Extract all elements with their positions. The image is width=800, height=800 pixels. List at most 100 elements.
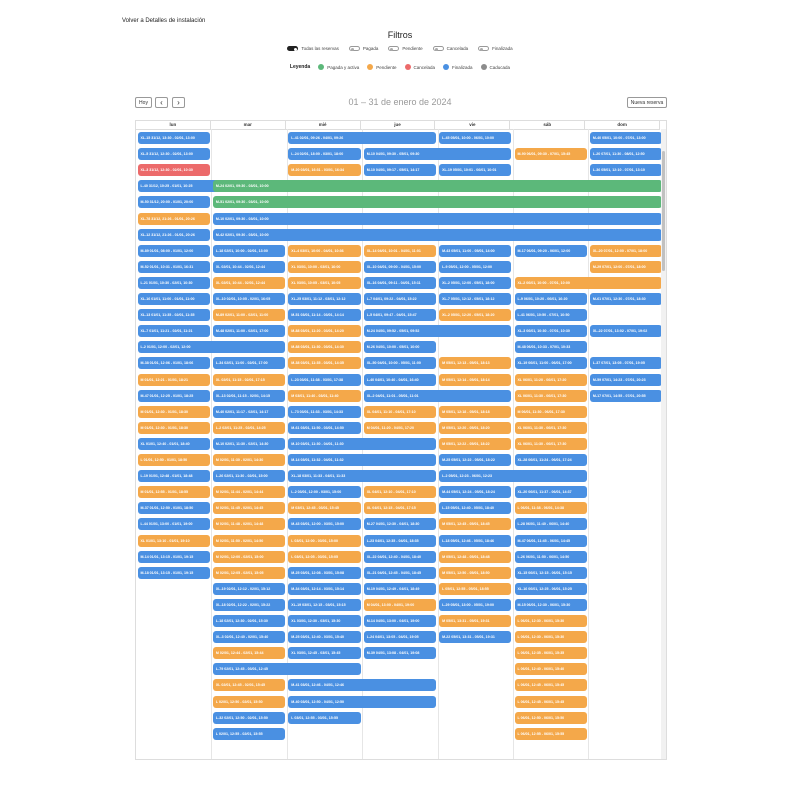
booking-event[interactable]: XL-16 04/01, 09:11 - 04/01, 15:11 — [363, 276, 437, 289]
booking-event[interactable]: M 05/01, 12:48 - 05/01, 18:48 — [439, 550, 512, 563]
booking-event[interactable]: XL 04/01, 12:15 - 04/01, 17:15 — [363, 502, 437, 515]
booking-event[interactable]: XL-78 31/12, 21:26 - 01/01, 20:26 — [137, 212, 210, 225]
booking-event[interactable]: L 02/01, 12:55 - 02/01, 15:55 — [212, 727, 286, 740]
toggle-switch-icon[interactable] — [388, 46, 400, 51]
booking-event[interactable]: L 03/01, 12:05 - 03/01, 15:05 — [288, 550, 361, 563]
booking-event[interactable]: L 06/01, 12:45 - 06/01, 15:45 — [514, 679, 587, 692]
booking-event[interactable]: M-50 31/12, 20:00 - 01/01, 20:00 — [137, 196, 210, 209]
toggle-switch-icon[interactable] — [348, 46, 360, 51]
booking-event[interactable]: XL 06/01, 11:30 - 06/01, 17:30 — [514, 437, 587, 450]
booking-event[interactable]: M-26 04/01, 10:00 - 05/01, 10:00 — [363, 341, 437, 354]
booking-event[interactable]: M-24 04/01, 09:52 - 05/01, 09:52 — [363, 325, 512, 338]
booking-event[interactable]: XL-18 03/01, 11:33 - 04/01, 11:33 — [288, 470, 437, 483]
booking-event[interactable]: M 03/01, 11:40 - 03/01, 11:40 — [288, 389, 361, 402]
booking-event[interactable]: M-61 07/01, 12:30 - 07/01, 18:30 — [589, 293, 663, 305]
booking-event[interactable]: L-32 02/01, 12:50 - 02/01, 15:50 — [212, 711, 286, 724]
booking-event[interactable]: L 06/01, 12:40 - 06/01, 15:40 — [514, 663, 587, 676]
booking-event[interactable]: M-39 04/01, 13:08 - 04/01, 19:08 — [363, 647, 437, 660]
booking-event[interactable]: L 02/01, 12:50 - 02/01, 15:50 — [212, 695, 286, 708]
booking-event[interactable]: XL 03/01, 10:05 - 03/01, 10:05 — [288, 276, 361, 289]
booking-event[interactable]: M-18 01/01, 13:15 - 01/01, 19:15 — [137, 566, 210, 579]
booking-event[interactable]: L-18 05/01, 12:46 - 05/01, 18:46 — [439, 534, 512, 547]
booking-event[interactable]: XL 01/01, 13:10 - 01/01, 19:10 — [137, 534, 210, 547]
booking-event[interactable]: XL-18 02/01, 12:22 - 02/01, 15:22 — [212, 598, 286, 611]
booking-event[interactable]: M-90 06/01, 09:30 - 07/01, 15:45 — [514, 148, 587, 161]
booking-event[interactable]: XL-19 02/01, 12:12 - 02/01, 15:12 — [212, 582, 286, 595]
booking-event[interactable]: XL-19 03/01, 12:15 - 03/01, 15:15 — [288, 598, 361, 611]
booking-event[interactable]: L-34 02/01, 11:00 - 02/01, 17:00 — [212, 357, 286, 370]
booking-event[interactable]: M-19 04/01, 12:49 - 04/01, 18:49 — [363, 582, 437, 595]
booking-event[interactable]: M-40 03/01, 12:50 - 04/01, 12:50 — [288, 695, 437, 708]
booking-event[interactable]: M-25 03/01, 12:08 - 03/01, 15:08 — [288, 566, 361, 579]
toggle-switch-icon[interactable] — [478, 46, 490, 51]
booking-event[interactable]: M 04/01, 11:20 - 04/01, 17:20 — [363, 421, 437, 434]
booking-event[interactable]: L-45 05/01, 10:00 - 06/01, 10:00 — [439, 132, 512, 144]
booking-event[interactable]: L 03/01, 12:00 - 03/01, 15:00 — [288, 534, 361, 547]
booking-event[interactable]: XL-15 31/12, 13:30 - 02/01, 13:00 — [137, 132, 210, 144]
booking-event[interactable]: M 01/01, 12:30 - 01/01, 18:30 — [137, 405, 210, 418]
booking-event[interactable]: XL-2 06/01, 10:00 - 07/01, 10:00 — [514, 276, 663, 289]
booking-event[interactable]: XL-3 06/01, 10:30 - 07/01, 10:30 — [514, 325, 587, 338]
booking-event[interactable]: L 06/01, 12:35 - 06/01, 15:35 — [514, 647, 587, 660]
booking-event[interactable]: XL-2 04/01, 11:01 - 05/01, 11:01 — [363, 389, 512, 402]
booking-event[interactable]: XL-2 05/01, 12:00 - 05/01, 18:00 — [439, 276, 512, 289]
booking-event[interactable]: M-48 06/01, 10:33 - 07/01, 10:33 — [514, 341, 587, 354]
booking-event[interactable]: L-24 04/01, 13:05 - 04/01, 19:05 — [363, 631, 437, 644]
booking-event[interactable]: XL-28 06/01, 11:24 - 06/01, 17:24 — [514, 454, 587, 466]
booking-event[interactable]: M-88 03/01, 11:20 - 03/01, 14:20 — [288, 325, 361, 338]
booking-event[interactable]: M 02/01, 11:50 - 02/01, 14:50 — [212, 534, 286, 547]
booking-event[interactable]: L-7 04/01, 09:22 - 04/01, 15:22 — [363, 293, 437, 305]
filter-cancelada[interactable]: Cancelada — [432, 46, 468, 51]
booking-event[interactable]: M-42 02/01, 09:30 - 03/01, 10:00 — [212, 228, 663, 241]
booking-event[interactable]: M 05/01, 12:22 - 05/01, 18:22 — [439, 437, 512, 450]
booking-event[interactable]: L-9 06/01, 10:20 - 06/01, 16:20 — [514, 293, 587, 305]
booking-event[interactable]: L-28 06/01, 11:40 - 06/01, 14:40 — [514, 518, 587, 531]
booking-event[interactable]: M-59 07/01, 14:23 - 07/01, 20:23 — [589, 373, 663, 386]
booking-event[interactable]: L 06/01, 12:30 - 06/01, 15:30 — [514, 631, 587, 644]
booking-event[interactable]: XL-22 04/01, 12:40 - 04/01, 18:40 — [363, 550, 437, 563]
booking-event[interactable]: M 02/01, 11:45 - 02/01, 14:45 — [212, 502, 286, 515]
booking-event[interactable]: M 05/01, 12:18 - 05/01, 18:18 — [439, 405, 512, 418]
booking-event[interactable]: M-14 03/01, 11:32 - 04/01, 11:32 — [288, 454, 437, 466]
booking-event[interactable]: XL-13 02/01, 11:15 - 02/01, 14:15 — [212, 389, 286, 402]
booking-event[interactable]: M-40 05/01, 10:00 - 07/01, 13:00 — [589, 132, 663, 144]
booking-event[interactable]: L-36 05/01, 12:10 - 07/01, 13:10 — [589, 164, 663, 177]
booking-event[interactable]: XL-2 05/01, 12:20 - 05/01, 18:20 — [439, 309, 512, 322]
filter-pendiente[interactable]: Pendiente — [388, 46, 423, 51]
booking-event[interactable]: XL-20 06/01, 11:37 - 06/01, 14:37 — [514, 486, 587, 499]
booking-event[interactable]: XL-12 31/12, 21:26 - 01/01, 20:26 — [137, 228, 210, 241]
scrollbar[interactable] — [661, 129, 666, 759]
booking-event[interactable]: XL 02/01, 11:15 - 02/01, 17:15 — [212, 373, 286, 386]
booking-event[interactable]: XL-10 04/01, 09:00 - 04/01, 15:00 — [363, 260, 437, 273]
booking-event[interactable]: M 01/01, 12:21 - 01/01, 18:21 — [137, 373, 210, 386]
booking-event[interactable]: XL 02/01, 12:45 - 02/01, 15:45 — [212, 679, 286, 692]
booking-event[interactable]: M-38 01/01, 12:06 - 01/01, 18:06 — [137, 357, 210, 370]
booking-event[interactable]: XL-7 01/01, 11:21 - 02/01, 11:21 — [137, 325, 210, 338]
booking-event[interactable]: XL-19 05/01, 10:01 - 06/01, 10:01 — [439, 164, 512, 177]
booking-event[interactable]: M 02/01, 11:30 - 02/01, 14:30 — [212, 454, 286, 466]
booking-event[interactable]: XL 06/01, 11:20 - 06/01, 17:20 — [514, 373, 587, 386]
booking-event[interactable]: M-38 03/01, 11:35 - 03/01, 14:35 — [288, 357, 361, 370]
booking-event[interactable]: M-10 03/01, 11:30 - 04/01, 11:30 — [288, 437, 437, 450]
booking-event[interactable]: L-26 06/01, 11:50 - 06/01, 14:50 — [514, 550, 587, 563]
booking-event[interactable]: M 02/01, 12:00 - 02/01, 15:00 — [212, 550, 286, 563]
booking-event[interactable]: XL-50 04/01, 10:00 - 05/01, 11:00 — [363, 357, 437, 370]
booking-event[interactable]: L-2 02/01, 11:25 - 02/01, 14:25 — [212, 421, 286, 434]
booking-event[interactable]: M-89 02/01, 11:00 - 02/01, 11:00 — [212, 309, 286, 322]
booking-event[interactable]: M-88 03/01, 11:30 - 03/01, 14:30 — [288, 341, 361, 354]
toggle-switch-icon[interactable] — [287, 46, 299, 51]
booking-event[interactable]: M 02/01, 12:44 - 02/01, 15:44 — [212, 647, 286, 660]
booking-event[interactable]: XL 03/01, 12:30 - 03/01, 15:30 — [288, 615, 361, 627]
booking-event[interactable]: XL-21 04/01, 12:45 - 04/01, 18:45 — [363, 566, 437, 579]
booking-event[interactable]: M-10 02/01, 11:30 - 02/01, 14:30 — [212, 437, 286, 450]
booking-event[interactable]: M-27 04/01, 12:30 - 04/01, 18:30 — [363, 518, 437, 531]
scroll-thumb[interactable] — [662, 151, 665, 271]
booking-event[interactable]: M-40 02/01, 11:17 - 02/01, 14:17 — [212, 405, 286, 418]
filter-all[interactable]: Todas las reservas — [287, 46, 339, 51]
booking-event[interactable]: M-17 07/01, 14:55 - 07/01, 20:55 — [589, 389, 663, 402]
booking-event[interactable]: L-40 04/01, 10:40 - 04/01, 16:40 — [363, 373, 437, 386]
booking-event[interactable]: L-9 05/01, 12:00 - 05/01, 12:00 — [439, 260, 512, 273]
booking-event[interactable]: XL-20 07/01, 12:00 - 07/01, 18:00 — [589, 244, 663, 257]
filter-finalizada[interactable]: Finalizada — [478, 46, 513, 51]
booking-event[interactable]: M-47 01/01, 12:25 - 01/01, 18:25 — [137, 389, 210, 402]
